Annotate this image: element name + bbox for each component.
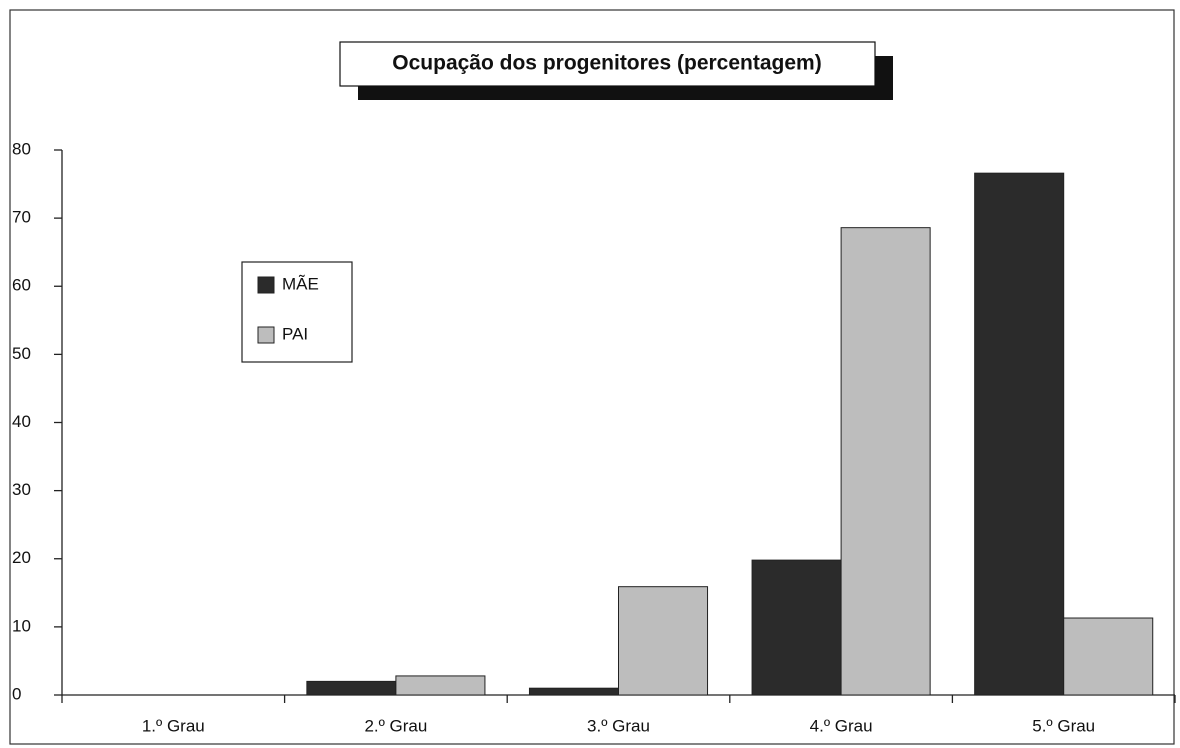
title-box: [339, 41, 876, 87]
legend-label: PAI: [282, 324, 308, 343]
y-tick-label: 0: [12, 684, 21, 703]
y-tick-label: 60: [12, 276, 31, 295]
x-tick-label: 2.º Grau: [364, 716, 427, 735]
legend-swatch: [257, 276, 275, 294]
chart-title: Ocupação dos progenitores (percentagem): [392, 52, 821, 75]
x-tick-label: 1.º Grau: [142, 716, 205, 735]
bar: [974, 172, 1065, 696]
x-tick-label: 3.º Grau: [587, 716, 650, 735]
y-tick-label: 40: [12, 412, 31, 431]
y-tick-label: 10: [12, 616, 31, 635]
legend-label: MÃE: [282, 274, 319, 293]
bar: [1063, 617, 1154, 696]
x-tick-label: 4.º Grau: [810, 716, 873, 735]
y-tick-label: 50: [12, 344, 31, 363]
bar: [528, 687, 620, 696]
bar: [306, 680, 397, 696]
x-tick-label: 5.º Grau: [1032, 716, 1095, 735]
legend-swatch: [257, 326, 275, 344]
bar: [395, 675, 486, 696]
bar: [840, 227, 931, 696]
y-tick-label: 70: [12, 208, 31, 227]
chart-frame: [9, 9, 1175, 745]
y-tick-label: 80: [12, 139, 31, 158]
bar: [618, 586, 709, 696]
bar: [751, 559, 842, 696]
y-tick-label: 30: [12, 480, 31, 499]
y-tick-label: 20: [12, 548, 31, 567]
